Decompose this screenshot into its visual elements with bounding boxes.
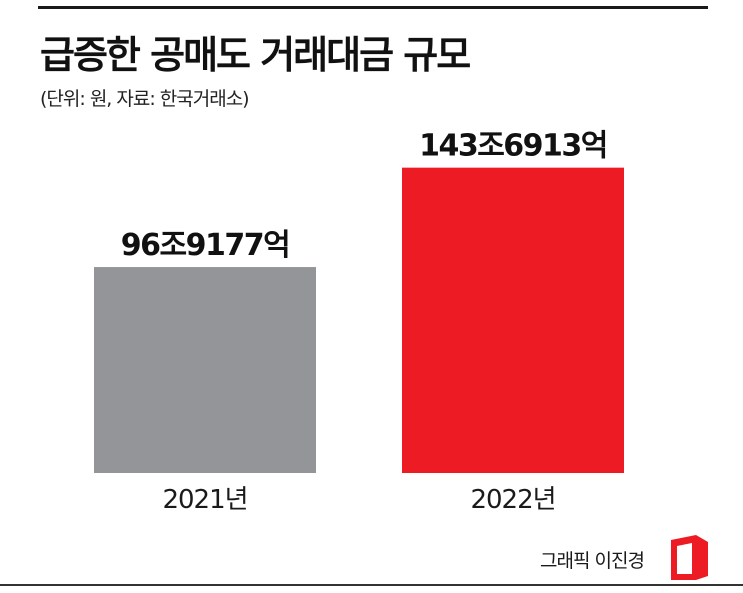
bar-2 — [402, 167, 624, 473]
bar-1 — [94, 267, 316, 473]
bar-value-label-1: 96조9177억 — [121, 228, 289, 263]
graphic-credit: 그래픽 이진경 — [540, 550, 645, 572]
category-label-2: 2022년 — [470, 485, 555, 515]
top-rule — [38, 6, 708, 9]
category-label-1: 2021년 — [162, 485, 247, 515]
bar-value-label-2: 143조6913억 — [419, 129, 607, 164]
bottom-rule — [0, 584, 743, 586]
chart-subtitle: (단위: 원, 자료: 한국거래소) — [40, 88, 250, 110]
chart-title: 급증한 공매도 거래대금 규모 — [40, 33, 471, 77]
newspaper-logo-icon — [671, 535, 708, 580]
